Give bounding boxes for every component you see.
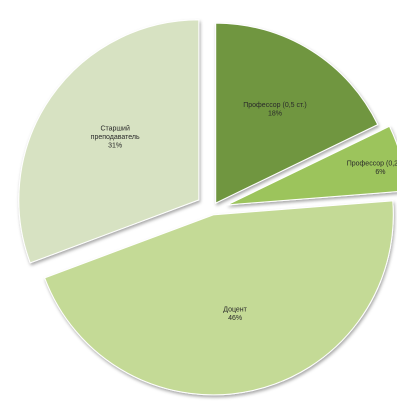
slice-label-1: Профессор (0,25 ст.)6% [347,160,397,176]
pie-slice-3 [18,19,200,264]
pie-slice-1 [227,125,397,206]
pie-slice-2 [44,200,394,396]
slice-label-3: Старший преподаватель 31% [91,124,140,149]
pie-labels: Профессор (0,5 ст.)18% Профессор (0,25 ст… [91,102,397,322]
slice-label-2: Доцент 46% [223,307,247,323]
slice-label-0: Профессор (0,5 ст.) 18% [243,102,307,118]
pie-slices [18,19,397,396]
pie-slice-0 [215,22,379,204]
